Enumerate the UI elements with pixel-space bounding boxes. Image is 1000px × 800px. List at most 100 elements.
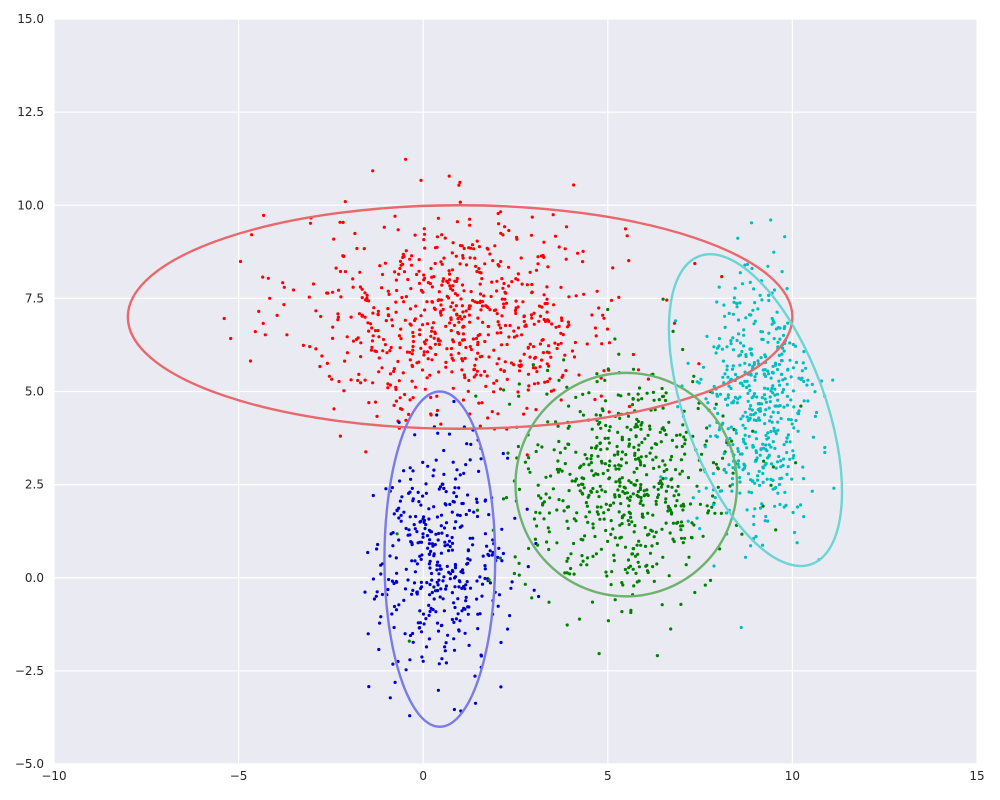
data-point [755,395,759,399]
data-point [742,344,746,348]
data-point [773,363,778,367]
data-point [769,218,773,222]
data-point [681,541,685,545]
data-point [734,431,739,435]
data-point [660,386,664,391]
data-point [758,483,762,487]
data-point [765,456,770,460]
data-point [282,285,286,289]
data-point [410,559,414,563]
data-point [432,306,436,310]
data-point [428,538,432,542]
data-point [603,462,608,466]
data-point [386,382,390,386]
data-point [399,263,403,267]
data-point [443,502,447,506]
data-point [601,409,605,413]
data-point [388,349,392,353]
data-point [532,322,536,326]
data-point [564,225,569,229]
data-point [461,332,465,336]
data-point [452,526,457,530]
data-point [479,271,483,275]
data-point [556,343,560,347]
data-point [396,228,400,232]
data-point [567,323,571,327]
data-point [796,411,800,415]
y-tick-label: 12.5 [17,105,44,119]
data-point [411,330,415,335]
data-point [268,296,272,300]
data-point [522,352,526,356]
data-point [587,463,591,467]
data-point [734,428,738,432]
data-point [450,591,454,595]
data-point [771,371,775,375]
data-point [783,377,787,381]
data-point [732,296,737,300]
data-point [474,497,479,501]
data-point [724,511,729,515]
data-point [379,615,383,619]
data-point [756,474,760,478]
data-point [477,267,481,271]
data-point [464,463,468,467]
data-point [532,345,536,349]
data-point [737,354,741,358]
data-point [613,337,617,341]
data-point [772,288,777,292]
data-point [469,442,473,446]
data-point [744,316,748,320]
data-point [645,563,649,568]
cluster-ellipse-3 [667,253,844,568]
data-point [438,595,442,599]
data-point [776,428,780,432]
data-point [388,372,393,376]
data-point [738,341,743,345]
data-point [411,334,415,338]
data-point [704,486,708,490]
data-point [474,336,478,341]
data-point [253,330,257,334]
data-point [606,307,610,312]
data-point [746,391,750,395]
data-point [452,491,456,495]
data-point [433,543,437,547]
data-point [731,348,736,352]
data-point [462,289,466,293]
data-point [510,361,514,365]
data-point [408,350,412,354]
data-point [782,349,786,353]
data-point [401,371,405,375]
data-point [386,587,390,592]
data-point [619,535,624,539]
data-point [534,268,539,272]
data-point [766,340,770,344]
data-point [520,282,524,286]
data-point [480,304,484,308]
data-point [590,454,594,458]
data-point [480,582,485,586]
data-point [696,406,700,411]
data-point [372,597,376,601]
data-point [449,316,453,320]
data-point [314,347,318,351]
data-point [771,478,775,482]
data-point [563,571,567,575]
data-point [747,434,751,438]
data-point [477,469,481,473]
data-point [439,524,443,528]
data-point [391,662,395,666]
data-point [257,309,261,313]
data-point [723,397,728,401]
data-point [527,456,531,460]
data-point [617,352,621,356]
data-point [738,480,742,484]
data-point [718,392,723,396]
data-point [768,395,772,399]
data-point [583,453,587,457]
data-point [435,589,439,593]
data-point [559,285,563,289]
data-point [635,425,640,429]
data-point [730,439,734,443]
